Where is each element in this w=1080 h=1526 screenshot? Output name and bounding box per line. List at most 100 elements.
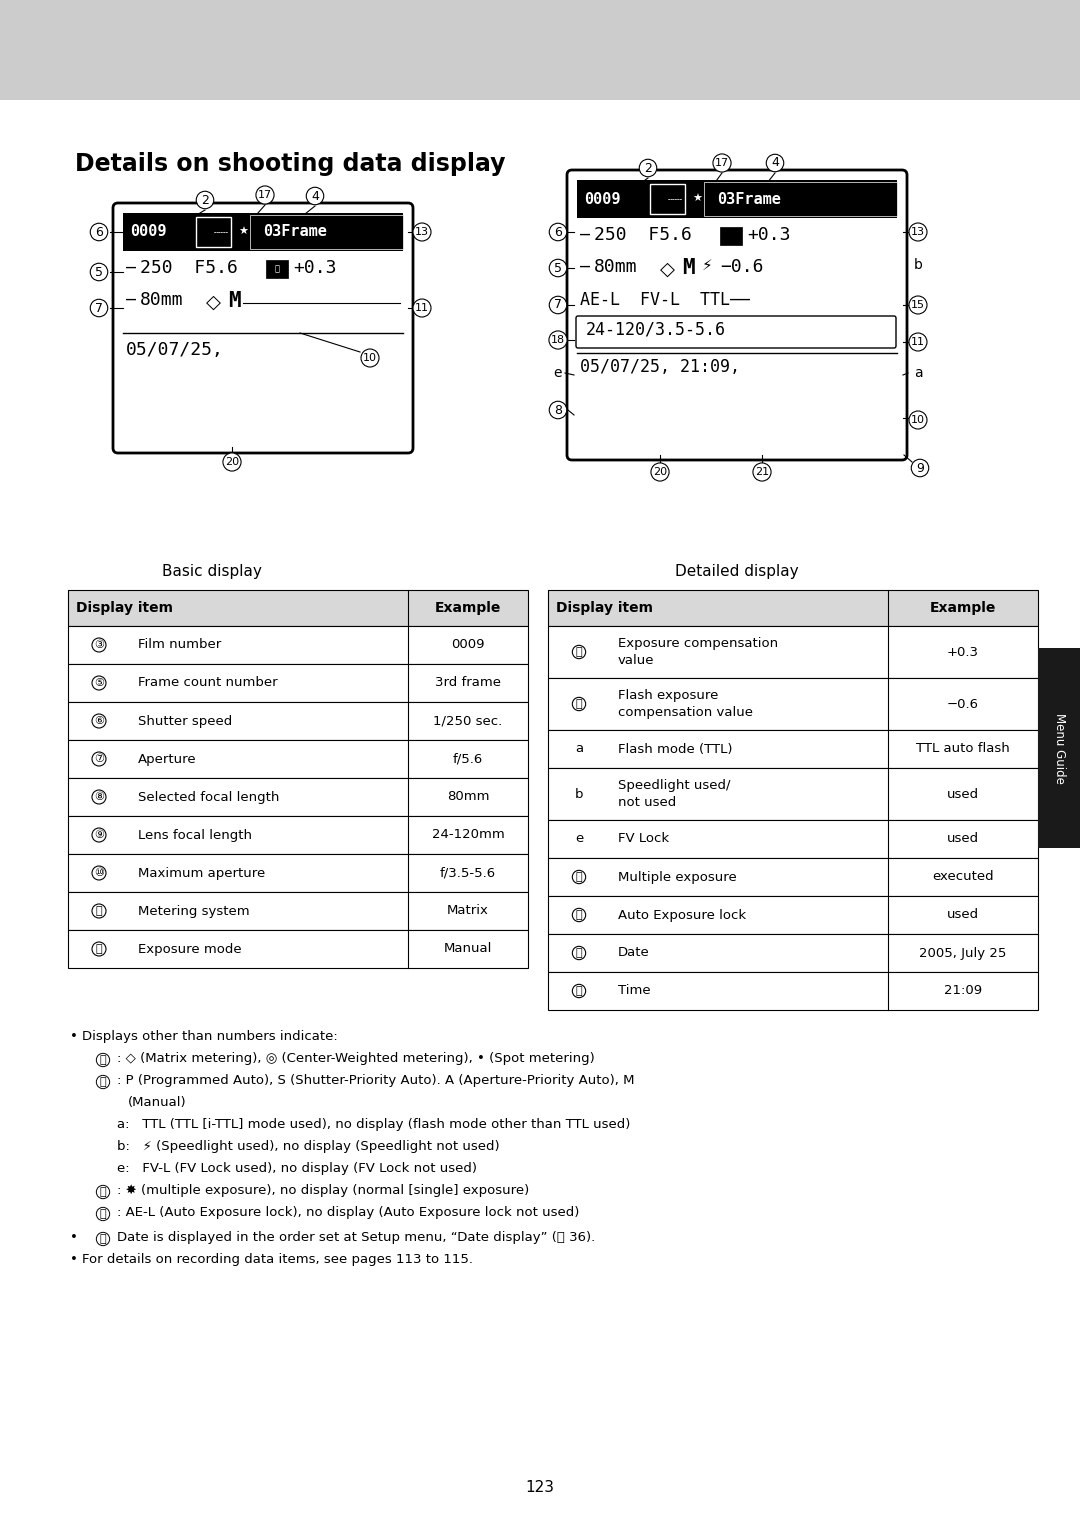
Text: ⚡: ⚡ [702,258,713,273]
Bar [68,778,528,816]
Text: (Manual): (Manual) [129,1096,187,1109]
Text: TTL auto flash: TTL auto flash [916,743,1010,755]
Text: e: e [575,833,583,845]
Bar [548,896,1038,934]
Text: 0009: 0009 [584,191,621,206]
FancyBboxPatch shape [113,203,413,453]
Text: −0.6: −0.6 [947,697,978,711]
Text: a:   TTL (TTL [i-TTL] mode used), no display (flash mode other than TTL used): a: TTL (TTL [i-TTL] mode used), no displ… [117,1119,631,1131]
Bar [577,180,897,218]
Text: 0009: 0009 [130,224,166,240]
Text: : ✸ (multiple exposure), no display (normal [single] exposure): : ✸ (multiple exposure), no display (nor… [117,1184,529,1196]
Text: ⑩: ⑩ [94,868,104,877]
Text: : AE-L (Auto Exposure lock), no display (Auto Exposure lock not used): : AE-L (Auto Exposure lock), no display … [117,1206,579,1219]
Text: 20: 20 [653,467,667,478]
Text: 05/07/25, 21:09,: 05/07/25, 21:09, [580,359,740,375]
Bar [68,855,528,893]
Text: 10: 10 [912,415,924,426]
Text: Display item: Display item [556,601,653,615]
Text: Shutter speed: Shutter speed [138,714,232,728]
Text: Date: Date [618,946,650,960]
Bar [720,227,742,246]
Text: M: M [681,258,694,278]
Text: •: • [70,1231,78,1244]
Text: ╌╌╌: ╌╌╌ [214,227,229,237]
Text: 3rd frame: 3rd frame [435,676,501,690]
FancyBboxPatch shape [576,316,896,348]
Text: Exposure mode: Exposure mode [138,943,242,955]
Bar [68,702,528,740]
Text: 4: 4 [771,157,779,169]
Text: 20: 20 [225,456,239,467]
Bar [68,626,528,664]
Bar [0,0,1080,101]
Bar [548,678,1038,729]
Text: ⑲: ⑲ [99,1209,106,1219]
Text: Exposure compensation
value: Exposure compensation value [618,636,778,667]
Text: For details on recording data items, see pages 113 to 115.: For details on recording data items, see… [82,1253,473,1267]
Text: a: a [575,743,583,755]
Text: Detailed display: Detailed display [675,565,799,578]
Text: ⑪: ⑪ [99,1054,106,1065]
Text: 17: 17 [715,159,729,168]
Text: Flash mode (TTL): Flash mode (TTL) [618,743,732,755]
Text: ╌╌╌: ╌╌╌ [669,194,683,203]
Text: 10: 10 [363,353,377,363]
Text: Matrix: Matrix [447,905,489,917]
Text: ⑪: ⑪ [96,906,103,916]
Text: ◇: ◇ [206,293,221,311]
Bar [266,259,288,278]
Text: ⑫: ⑫ [99,1077,106,1087]
Bar [548,626,1038,678]
Text: 250  F5.6: 250 F5.6 [594,226,692,244]
Bar [68,893,528,929]
Text: –: – [126,259,136,278]
Text: 2: 2 [201,194,208,206]
Text: Example: Example [930,601,996,615]
Text: Lens focal length: Lens focal length [138,829,252,841]
Text: 80mm: 80mm [140,291,184,308]
Bar [548,972,1038,1010]
Text: : P (Programmed Auto), S (Shutter-Priority Auto). A (Aperture-Priority Auto), M: : P (Programmed Auto), S (Shutter-Priori… [117,1074,635,1087]
Text: Date is displayed in the order set at Setup menu, “Date display” (⓸ 36).: Date is displayed in the order set at Se… [117,1231,595,1244]
Text: ⑱: ⑱ [99,1187,106,1196]
Text: Metering system: Metering system [138,905,249,917]
Text: –: – [580,258,590,276]
Text: b: b [575,787,583,801]
Text: 4: 4 [311,189,319,203]
Text: 05/07/25,: 05/07/25, [126,340,224,359]
Text: 24-120/3.5-5.6: 24-120/3.5-5.6 [586,320,726,339]
Text: 7: 7 [554,299,562,311]
Bar [548,768,1038,819]
Text: •: • [70,1253,78,1267]
Text: executed: executed [932,870,994,884]
Text: ⬜: ⬜ [274,264,280,273]
Text: f/3.5-5.6: f/3.5-5.6 [440,867,496,879]
Text: : ◇ (Matrix metering), ◎ (Center-Weighted metering), • (Spot metering): : ◇ (Matrix metering), ◎ (Center-Weighte… [117,1051,595,1065]
Text: ③: ③ [94,639,104,650]
Text: used: used [947,908,980,922]
Text: 13: 13 [912,227,924,237]
Text: 1/250 sec.: 1/250 sec. [433,714,502,728]
Text: 15: 15 [912,301,924,310]
Text: ⑨: ⑨ [94,830,104,839]
Text: +0.3: +0.3 [947,645,978,659]
Text: ⑧: ⑧ [94,792,104,803]
Text: Flash exposure
compensation value: Flash exposure compensation value [618,690,753,719]
Text: ⑯: ⑯ [576,699,582,710]
Bar [68,929,528,967]
Bar [548,819,1038,858]
Text: 21: 21 [755,467,769,478]
Text: ⑱: ⑱ [576,871,582,882]
Text: •: • [70,1030,78,1042]
Text: 17: 17 [258,191,272,200]
Bar [68,591,528,626]
Text: Speedlight used/
not used: Speedlight used/ not used [618,778,730,809]
Text: 80mm: 80mm [447,790,489,804]
Bar [548,729,1038,768]
Text: +0.3: +0.3 [293,259,337,278]
Text: FV Lock: FV Lock [618,833,670,845]
Text: ⑥: ⑥ [94,716,104,726]
Text: –: – [126,291,136,308]
Text: 123: 123 [526,1480,554,1495]
